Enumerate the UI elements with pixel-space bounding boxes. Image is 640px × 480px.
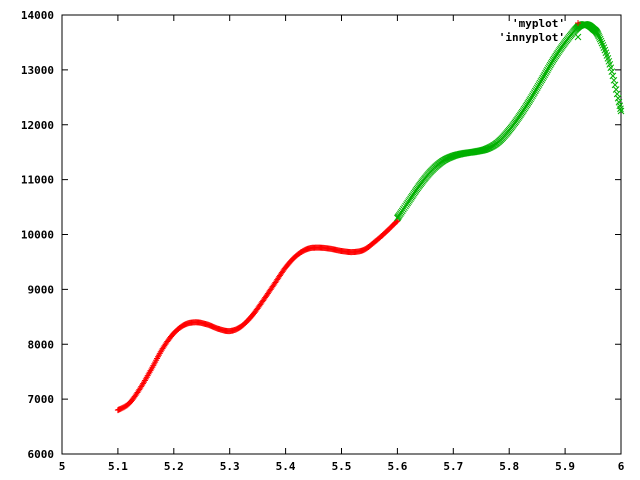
data-points <box>114 21 625 414</box>
legend-label: 'innyplot' <box>499 31 565 44</box>
y-tick-label: 6000 <box>28 448 55 461</box>
data-point <box>617 105 624 113</box>
y-tick-label: 7000 <box>28 393 55 406</box>
legend-marker <box>575 20 581 26</box>
legend: 'myplot''innyplot' <box>499 17 582 44</box>
axis-ticks: 5 5.1 5.2 5.3 5.4 5.5 5.6 5.7 5.8 5.9 6 6000 7000 800… <box>21 9 625 473</box>
y-tick-label: 14000 <box>21 9 54 22</box>
x-tick-label: 5.5 <box>332 460 352 473</box>
data-point <box>607 64 615 72</box>
y-tick-label: 11000 <box>21 174 54 187</box>
x-tick-label: 5.6 <box>387 460 407 473</box>
y-tick-label: 10000 <box>21 229 54 242</box>
data-point <box>596 35 604 43</box>
y-tick-label: 12000 <box>21 119 54 132</box>
x-tick-label: 6 <box>618 460 625 473</box>
y-tick-label: 9000 <box>28 283 55 296</box>
series-0-points <box>114 217 401 414</box>
x-tick-label: 5.2 <box>164 460 184 473</box>
legend-label: 'myplot' <box>512 17 565 30</box>
data-point <box>393 218 400 225</box>
x-tick-label: 5.4 <box>276 460 296 473</box>
data-point <box>617 107 625 115</box>
x-tick-label: 5.7 <box>443 460 463 473</box>
legend-marker <box>574 33 582 41</box>
y-tick-label: 13000 <box>21 64 54 77</box>
data-point <box>608 68 616 76</box>
data-point <box>614 94 622 102</box>
data-point <box>598 39 606 47</box>
data-point <box>612 86 620 93</box>
x-tick-label: 5.3 <box>220 460 240 473</box>
series-1-points <box>394 21 625 222</box>
data-point <box>393 218 400 225</box>
data-point <box>613 90 621 98</box>
x-tick-label: 5 <box>59 460 66 473</box>
data-point <box>394 217 401 224</box>
data-point <box>609 72 617 80</box>
x-tick-label: 5.9 <box>555 460 575 473</box>
data-point <box>597 37 605 45</box>
x-tick-label: 5.8 <box>499 460 519 473</box>
x-tick-label: 5.1 <box>108 460 128 473</box>
data-point <box>596 34 603 41</box>
y-tick-label: 8000 <box>28 338 55 351</box>
data-point <box>595 32 602 40</box>
